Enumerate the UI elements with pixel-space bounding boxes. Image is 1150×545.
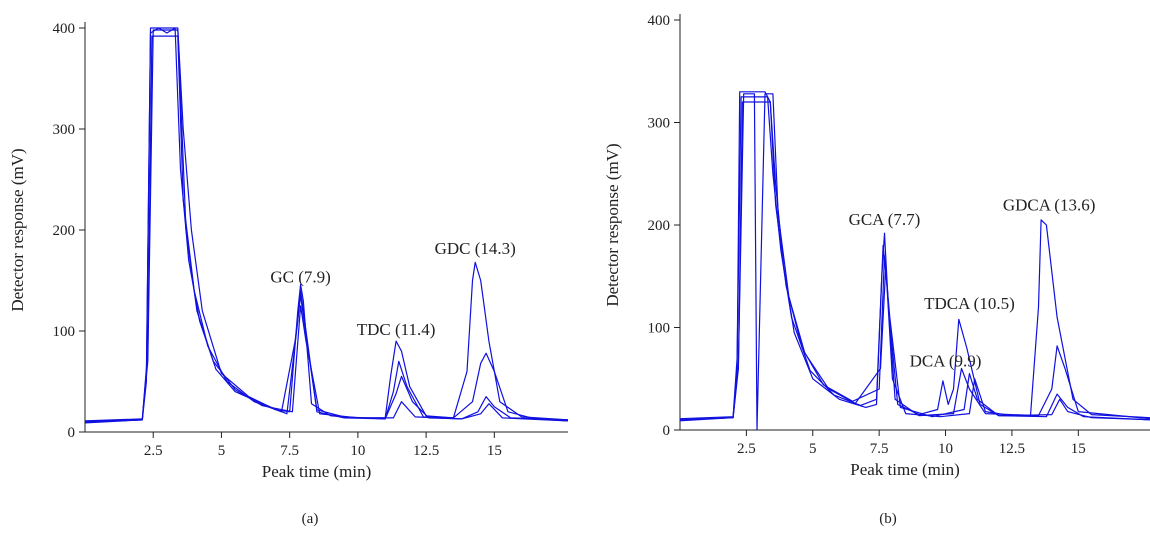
series-line-1 bbox=[680, 91, 1150, 421]
y-axis-title: Detector response (mV) bbox=[603, 143, 622, 306]
x-tick-label: 7.5 bbox=[280, 443, 299, 459]
series-line-4 bbox=[85, 29, 568, 424]
peak-annotation: GDCA (13.6) bbox=[1003, 196, 1096, 215]
y-tick-label: 300 bbox=[648, 116, 671, 132]
y-tick-label: 100 bbox=[648, 321, 671, 337]
y-tick-label: 300 bbox=[53, 122, 76, 138]
y-axis-title: Detector response (mV) bbox=[8, 148, 27, 311]
series-line-2 bbox=[680, 96, 1150, 420]
peak-annotation: GDC (14.3) bbox=[435, 239, 516, 258]
peak-annotation: DCA (9.9) bbox=[910, 351, 982, 370]
peak-annotation: TDCA (10.5) bbox=[924, 294, 1015, 313]
x-tick-label: 15 bbox=[487, 443, 502, 459]
peak-annotation: TDC (11.4) bbox=[357, 320, 436, 339]
series-line-2 bbox=[85, 27, 568, 423]
x-tick-label: 12.5 bbox=[999, 441, 1025, 457]
y-tick-label: 400 bbox=[648, 13, 671, 29]
series-line-3 bbox=[85, 35, 568, 422]
y-tick-label: 0 bbox=[68, 425, 76, 441]
x-axis-title: Peak time (min) bbox=[262, 462, 372, 481]
series-line-3 bbox=[680, 101, 1150, 422]
peak-annotation: GCA (7.7) bbox=[849, 210, 921, 229]
x-tick-label: 10 bbox=[938, 441, 953, 457]
series-line-4 bbox=[680, 93, 1150, 430]
x-tick-label: 5 bbox=[218, 443, 226, 459]
x-tick-label: 10 bbox=[350, 443, 365, 459]
y-tick-label: 400 bbox=[53, 21, 76, 37]
y-tick-label: 100 bbox=[53, 324, 76, 340]
y-tick-label: 200 bbox=[53, 223, 76, 239]
x-tick-label: 7.5 bbox=[870, 441, 889, 457]
chart-panel-1: 0 100 200 300 400 2.5 5 7.5 10 12.5 15 Peak time (m… bbox=[8, 21, 568, 527]
y-tick-label: 200 bbox=[648, 218, 671, 234]
x-tick-label: 2.5 bbox=[144, 443, 163, 459]
x-tick-label: 15 bbox=[1071, 441, 1086, 457]
y-tick-label: 0 bbox=[663, 423, 671, 439]
panel-label: (b) bbox=[879, 511, 897, 527]
chart-panel-2: 0 100 200 300 400 2.5 5 7.5 10 12.5 15 Peak time (m… bbox=[603, 13, 1150, 527]
series-line-1 bbox=[85, 27, 568, 423]
x-tick-label: 2.5 bbox=[737, 441, 756, 457]
panel-label: (a) bbox=[302, 511, 319, 527]
peak-annotation: GC (7.9) bbox=[270, 268, 330, 287]
x-axis-title: Peak time (min) bbox=[850, 460, 960, 479]
x-tick-label: 5 bbox=[809, 441, 817, 457]
x-tick-label: 12.5 bbox=[413, 443, 439, 459]
